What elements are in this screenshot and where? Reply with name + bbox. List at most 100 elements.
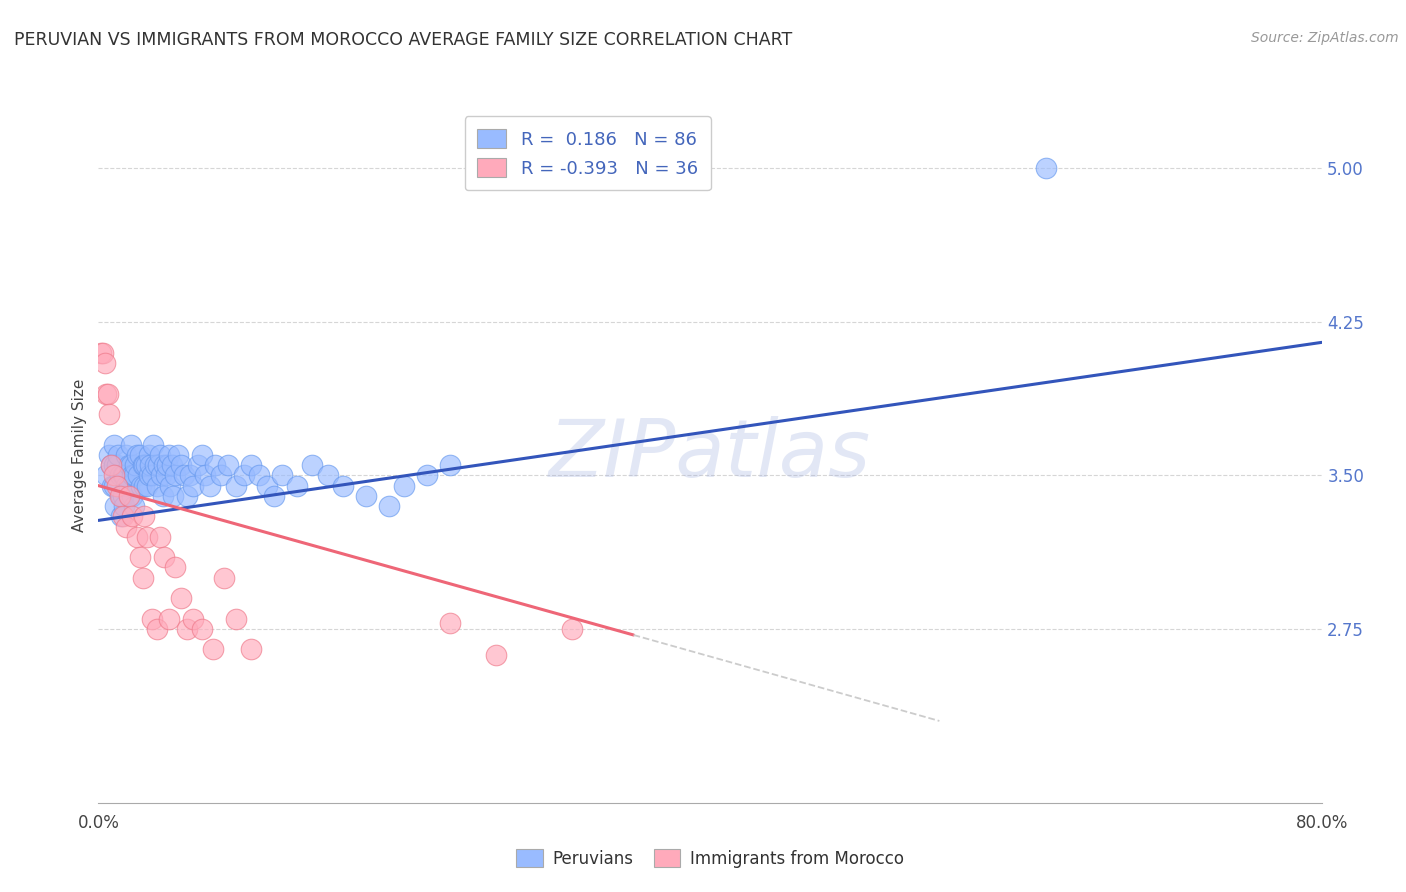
Point <box>149 448 172 462</box>
Point <box>191 448 214 462</box>
Point <box>122 468 145 483</box>
Point <box>103 438 125 452</box>
Point <box>561 622 583 636</box>
Point <box>142 438 165 452</box>
Point <box>115 519 138 533</box>
Point <box>110 489 132 503</box>
Point <box>247 468 270 483</box>
Point <box>485 648 508 663</box>
Point <box>153 458 176 472</box>
Point <box>225 478 247 492</box>
Point <box>121 468 143 483</box>
Point <box>173 468 195 483</box>
Point <box>103 468 125 483</box>
Point <box>134 509 156 524</box>
Point <box>93 356 115 370</box>
Point <box>120 438 142 452</box>
Point <box>439 615 461 630</box>
Point <box>153 550 176 565</box>
Point <box>135 458 157 472</box>
Point <box>152 489 174 503</box>
Point <box>146 458 169 472</box>
Point <box>332 478 354 492</box>
Point <box>111 468 134 483</box>
Point <box>145 622 167 636</box>
Point <box>129 478 152 492</box>
Point <box>163 468 186 483</box>
Point <box>108 489 131 503</box>
Point <box>150 468 173 483</box>
Point <box>136 530 159 544</box>
Point <box>134 478 156 492</box>
Point <box>204 458 226 472</box>
Point <box>91 345 114 359</box>
Point <box>141 468 163 483</box>
Point <box>162 489 184 503</box>
Point <box>103 458 125 472</box>
Point <box>118 458 141 472</box>
Point <box>108 468 131 483</box>
Point <box>100 458 122 472</box>
Point <box>378 499 401 513</box>
Point <box>212 571 235 585</box>
Point <box>191 622 214 636</box>
Point <box>256 478 278 492</box>
Point <box>128 550 150 565</box>
Point <box>127 468 149 483</box>
Point <box>170 591 193 606</box>
Point <box>128 448 150 462</box>
Point <box>160 458 183 472</box>
Point <box>124 458 146 472</box>
Point <box>181 612 204 626</box>
Point <box>143 458 166 472</box>
Point <box>134 458 156 472</box>
Point <box>115 478 138 492</box>
Point <box>118 489 141 503</box>
Point <box>194 468 217 483</box>
Text: PERUVIAN VS IMMIGRANTS FROM MOROCCO AVERAGE FAMILY SIZE CORRELATION CHART: PERUVIAN VS IMMIGRANTS FROM MOROCCO AVER… <box>14 31 793 49</box>
Point <box>159 478 181 492</box>
Point <box>90 345 112 359</box>
Point <box>132 458 155 472</box>
Point <box>132 571 155 585</box>
Point <box>170 458 193 472</box>
Point <box>217 458 239 472</box>
Point <box>181 478 204 492</box>
Point <box>101 478 124 492</box>
Point <box>100 458 122 472</box>
Point <box>104 499 127 513</box>
Point <box>179 468 201 483</box>
Point <box>157 612 180 626</box>
Point <box>115 448 138 462</box>
Point <box>156 458 179 472</box>
Point <box>118 478 141 492</box>
Point <box>149 530 172 544</box>
Point <box>167 448 190 462</box>
Point <box>301 458 323 472</box>
Point <box>97 386 120 401</box>
Point <box>270 468 292 483</box>
Point <box>122 499 145 513</box>
Point <box>125 530 148 544</box>
Point <box>240 642 263 657</box>
Point <box>112 499 135 513</box>
Point <box>138 468 160 483</box>
Point <box>232 468 254 483</box>
Point <box>392 478 416 492</box>
Point <box>111 509 134 524</box>
Point <box>176 489 198 503</box>
Point <box>1035 161 1057 176</box>
Point <box>141 612 163 626</box>
Legend: Peruvians, Immigrants from Morocco: Peruvians, Immigrants from Morocco <box>509 842 911 874</box>
Point <box>439 458 461 472</box>
Point <box>198 478 221 492</box>
Point <box>263 489 285 503</box>
Point <box>98 448 121 462</box>
Text: ZIPatlas: ZIPatlas <box>548 416 872 494</box>
Y-axis label: Average Family Size: Average Family Size <box>72 378 87 532</box>
Point <box>139 458 162 472</box>
Point <box>112 468 135 483</box>
Point <box>316 468 339 483</box>
Point <box>120 458 142 472</box>
Point <box>202 642 225 657</box>
